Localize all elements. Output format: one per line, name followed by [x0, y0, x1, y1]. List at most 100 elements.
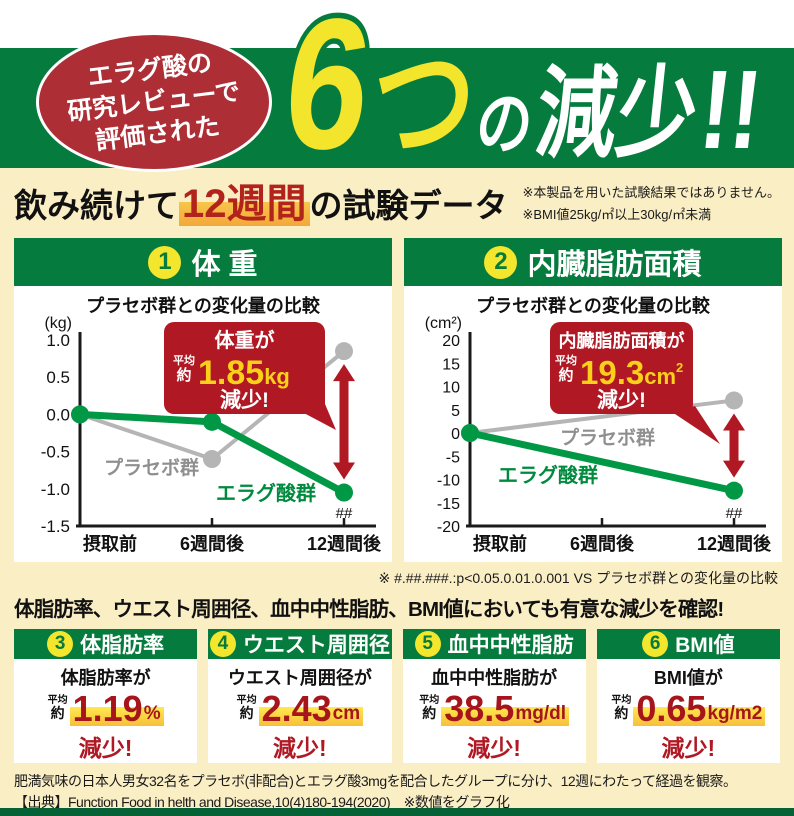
data-point	[335, 483, 353, 502]
confirm-line: 体脂肪率、ウエスト周囲径、血中中性脂肪、BMI値においても有意な減少を確認!	[14, 598, 724, 621]
series-label: エラグ酸群	[498, 463, 598, 487]
title-no: の	[472, 85, 536, 163]
content: 飲み続けて12週間の試験データ ※本製品を用いた試験結果ではありません。 ※BM…	[0, 168, 794, 808]
stat-number-circle: 4	[209, 631, 236, 657]
significance-label: ##	[726, 505, 743, 522]
panel-number-circle: 2	[484, 245, 518, 279]
avg-label-bottom: 約	[50, 704, 65, 721]
x-tick-label: 6週間後	[570, 533, 635, 554]
stat-panel-bmi: 6 BMI値 BMI値が 平均 約 0.65 kg/m2	[596, 629, 780, 764]
avg-label-top: 平均	[47, 694, 68, 706]
stat-number-circle: 5	[414, 631, 441, 657]
stat-header: 5 血中中性脂肪	[402, 629, 586, 659]
title-tsu: つ	[363, 31, 482, 176]
stat-title: 血中中性脂肪	[447, 634, 574, 657]
main-title: 6 つ の 減少 !!	[271, 0, 767, 193]
y-tick-label: -1.5	[41, 517, 70, 536]
data-point	[203, 412, 221, 431]
avg-label: 平均 約	[47, 694, 68, 721]
stat-title: ウエスト周囲径	[242, 634, 390, 657]
arrow-head-down	[333, 462, 355, 480]
y-axis-unit: (cm²)	[425, 315, 462, 332]
avg-label-bottom: 約	[422, 704, 437, 721]
stat-body: ウエスト周囲径が 平均 約 2.43 cm 減少!	[208, 659, 392, 764]
charts-row: 1 体 重 プラセボ群との変化量の比較 (kg) 1.0 0.5 0.0 -0.5 -1.…	[14, 238, 782, 562]
stat-header: 6 BMI値	[596, 629, 780, 659]
data-point	[203, 450, 221, 469]
data-point	[335, 342, 353, 361]
arrow-head-down	[723, 460, 745, 478]
review-badge: エラグ酸の 研究レビューで 評価された	[36, 32, 272, 172]
stat-reduce: 減少!	[467, 735, 521, 762]
footer-line: 【出典】Function Food in helth and Disease,1…	[14, 794, 510, 808]
chart-panel-visceral-fat: 2 内臓脂肪面積 プラセボ群との変化量の比較 (cm²) 20 15 10 5 0 -5 -1…	[404, 238, 782, 562]
stat-unit: kg/m2	[707, 703, 763, 725]
callout-line1: 内臓脂肪面積が	[559, 330, 685, 351]
data-point	[461, 424, 479, 442]
y-tick-label: 1.0	[46, 331, 70, 350]
heading-highlight: 12週間	[179, 182, 310, 226]
y-tick-label: 0.0	[46, 405, 70, 424]
stat-value: 38.5	[444, 688, 515, 729]
avg-label: 平均 約	[236, 694, 257, 721]
stat-unit: %	[143, 703, 161, 725]
callout-line1: 体重が	[215, 328, 275, 352]
heading-pre: 飲み続けて	[14, 187, 179, 224]
stat-reduce: 減少!	[273, 735, 327, 762]
stat-line1: 体脂肪率が	[60, 668, 151, 688]
chart-subtitle: プラセボ群との変化量の比較	[86, 296, 320, 316]
callout-tail	[672, 406, 720, 444]
footer-line: 肥満気味の日本人男女32名をプラセボ(非配合)とエラグ酸3mgを配合したグループ…	[14, 773, 737, 789]
value-highlight: 1.19 %	[69, 688, 164, 729]
main-title-text: 6 つ の 減少 !!	[276, 0, 775, 188]
y-tick-label: 10	[442, 380, 460, 397]
stat-line1: BMI値が	[653, 668, 723, 688]
series-label: プラセボ群	[104, 456, 199, 479]
y-tick-label: 0	[451, 426, 460, 443]
callout-avg-top: 平均	[173, 353, 195, 367]
callout-line3: 減少!	[597, 388, 646, 412]
stat-reduce: 減少!	[78, 735, 133, 762]
stat-header: 4 ウエスト周囲径	[208, 629, 392, 659]
significance-label: ##	[336, 505, 353, 522]
stat-body: 血中中性脂肪が 平均 約 38.5 mg/dl 減少!	[402, 659, 586, 764]
y-tick-label: -10	[437, 473, 460, 490]
y-tick-label: 0.5	[46, 368, 70, 387]
panel-header: 2 内臓脂肪面積	[404, 238, 782, 286]
value-highlight: 0.65 kg/m2	[633, 690, 766, 727]
y-tick-label: 5	[451, 403, 460, 420]
stat-line1: ウエスト周囲径が	[227, 668, 372, 688]
note-line: ※BMI値25kg/㎡以上30kg/㎡未満	[522, 207, 712, 223]
callout-avg-bottom: 約	[176, 366, 191, 384]
avg-label: 平均 約	[419, 695, 439, 721]
chart-canvas-weight: (kg)1.0 0.5 0.0 -0.5 -1.0 -1.5 摂取前 6週間後 12週間後 プラセ…	[41, 315, 382, 554]
stat-number-circle: 6	[642, 631, 669, 657]
stat-value-row: 平均 約 38.5 mg/dl	[403, 688, 586, 729]
stat-value: 1.19	[72, 688, 143, 729]
avg-label: 平均 約	[611, 694, 632, 721]
panel-number-circle: 1	[148, 245, 182, 279]
callout-line3: 減少!	[220, 388, 269, 412]
note-line: ※本製品を用いた試験結果ではありません。	[522, 185, 780, 200]
stats-row: 3 体脂肪率 体脂肪率が 平均 約 1.19 %	[14, 629, 780, 764]
stat-value-row: 平均 約 1.19 %	[14, 688, 197, 729]
stat-panel-body-fat: 3 体脂肪率 体脂肪率が 平均 約 1.19 %	[14, 629, 198, 764]
callout-avg-top: 平均	[555, 353, 577, 367]
y-tick-label: -20	[437, 519, 460, 536]
callout-box	[164, 322, 325, 414]
title-gensho: 減少	[531, 59, 703, 170]
stat-title: BMI値	[675, 634, 735, 657]
stat-value-row: 平均 約 2.43 cm	[208, 688, 391, 729]
x-tick-label: 12週間後	[697, 533, 772, 554]
value-highlight: 38.5 mg/dl	[441, 688, 569, 729]
arrow-head-up	[333, 364, 355, 382]
avg-label-top: 平均	[236, 694, 257, 706]
stat-panel-triglycerides: 5 血中中性脂肪 血中中性脂肪が 平均 約 38.5 mg/dl	[402, 629, 586, 764]
callout-avg-bottom: 約	[558, 366, 573, 384]
footer: 肥満気味の日本人男女32名をプラセボ(非配合)とエラグ酸3mgを配合したグループ…	[14, 771, 780, 808]
y-tick-label: -0.5	[41, 443, 70, 462]
value-highlight: 2.43 cm	[258, 688, 364, 729]
y-tick-label: 15	[442, 356, 460, 373]
stat-value: 2.43	[261, 688, 332, 729]
avg-label-top: 平均	[611, 694, 632, 706]
